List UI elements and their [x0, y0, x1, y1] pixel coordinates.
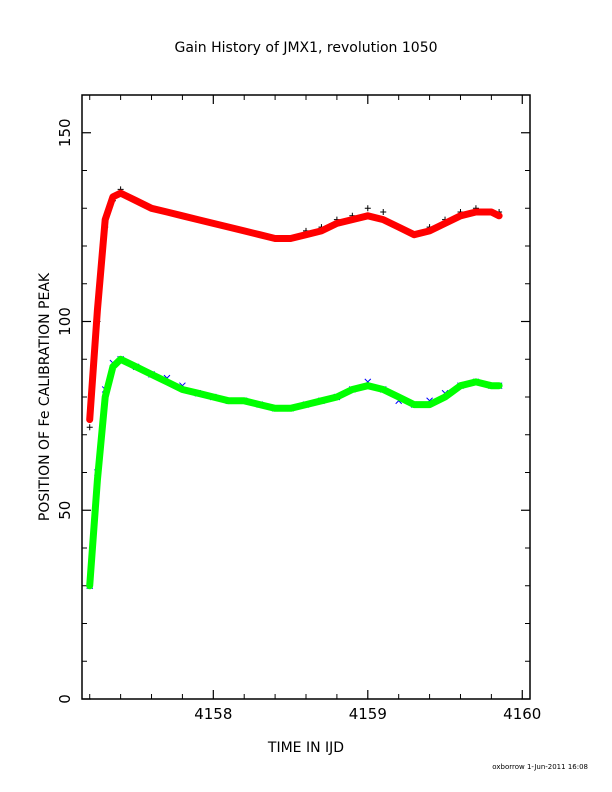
axis-ticks: 0 50 100 150 4158 4159 4160: [56, 94, 541, 723]
series-2: [86, 355, 503, 590]
series-line: [86, 355, 503, 590]
data-marks: [86, 186, 503, 590]
x-tick-label: 4158: [194, 705, 232, 723]
y-axis-label: POSITION OF Fe CALIBRATION PEAK: [37, 272, 53, 521]
plot-frame: [81, 94, 531, 700]
chart-title: Gain History of JMX1, revolution 1050: [174, 40, 437, 56]
data-point: [86, 424, 93, 431]
data-point: [380, 209, 387, 216]
x-axis-label: TIME IN IJD: [267, 740, 344, 756]
y-tick-label: 0: [56, 694, 74, 704]
y-tick-label: 100: [56, 307, 74, 336]
x-tick-label: 4159: [349, 705, 387, 723]
series-line: [86, 189, 503, 424]
y-tick-label: 50: [56, 501, 74, 520]
y-tick-label: 150: [56, 118, 74, 147]
x-tick-label: 4160: [503, 705, 541, 723]
data-point: [364, 205, 371, 212]
footer-stamp: oxborrow 1-Jun-2011 16:08: [492, 763, 588, 771]
series-1: [86, 189, 503, 424]
series-3: [86, 355, 503, 590]
